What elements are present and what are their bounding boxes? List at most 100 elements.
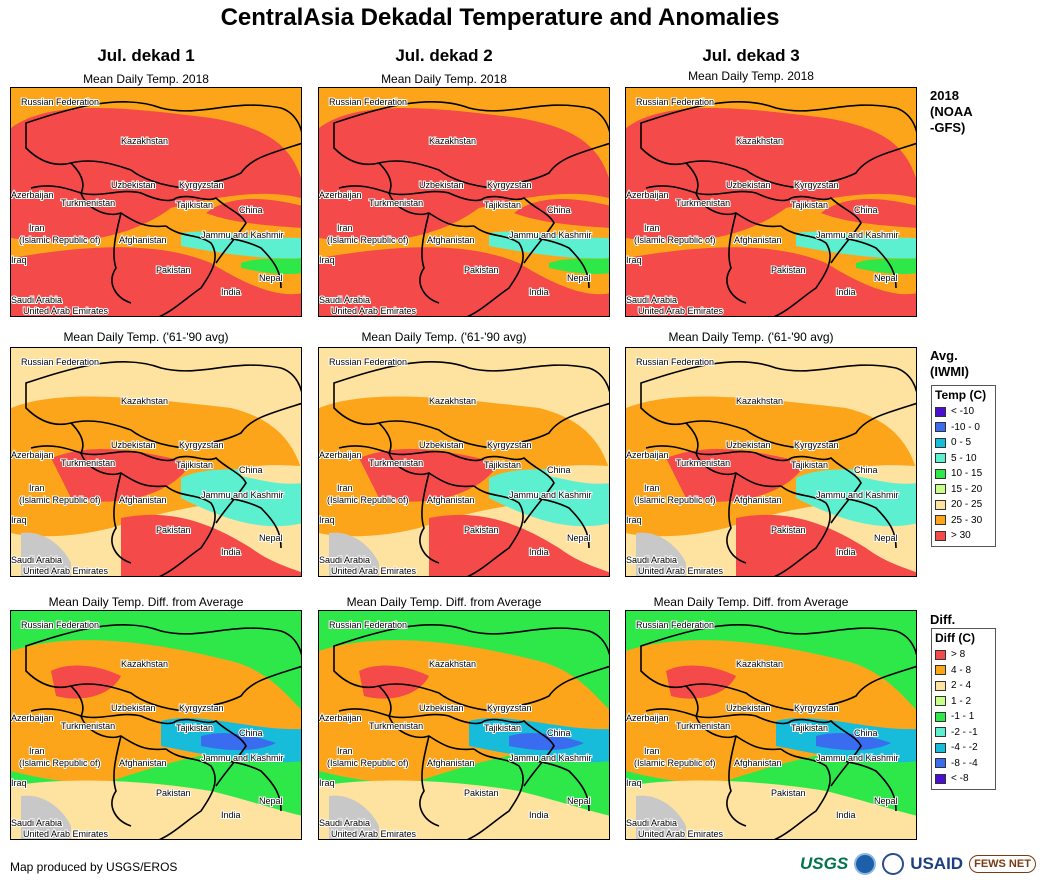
- country-label: Afghanistan: [734, 758, 782, 768]
- country-border: [419, 735, 440, 827]
- country-label: Azerbaijan: [626, 190, 669, 200]
- map-color-zone: [816, 733, 891, 751]
- country-label: Kyrgyzstan: [487, 180, 532, 190]
- country-label: India: [221, 547, 241, 557]
- difference-legend: Diff (C) > 8 4 - 8 2 - 4 1 - 2 -1 - 1 -2 - -1…: [931, 628, 996, 790]
- country-label: (Islamic Republic of): [19, 495, 101, 505]
- map-color-zone: [201, 733, 276, 751]
- country-label: India: [221, 287, 241, 297]
- legend-label: > 8: [951, 649, 966, 661]
- legend-label: 25 - 30: [951, 514, 983, 526]
- country-label: India: [836, 547, 856, 557]
- map-color-zone: [509, 733, 584, 751]
- country-label: Iran: [29, 746, 45, 756]
- map-subtitle: Mean Daily Temp. 2018: [83, 72, 209, 86]
- country-label: Jammu and Kashmir: [509, 753, 592, 763]
- map-color-zone: [51, 665, 121, 699]
- country-label: Turkmenistan: [369, 721, 423, 731]
- country-border: [640, 101, 916, 189]
- legend-item: < -8: [935, 771, 992, 787]
- legend-swatch: [935, 649, 946, 660]
- agency-seal-icon: [882, 853, 905, 875]
- legend-item: 2 - 4: [935, 678, 992, 694]
- map-color-zone: [329, 532, 379, 576]
- country-label: Tajikistan: [484, 460, 521, 470]
- country-border: [513, 232, 590, 289]
- country-label: Uzbekistan: [726, 440, 771, 450]
- country-label: Jammu and Kashmir: [509, 490, 592, 500]
- country-label: Uzbekistan: [111, 440, 156, 450]
- country-label: Pakistan: [156, 525, 191, 535]
- legend-label: < -10: [951, 406, 975, 418]
- country-label: Turkmenistan: [369, 198, 423, 208]
- country-label: Kazakhstan: [121, 136, 168, 146]
- country-border: [645, 185, 782, 228]
- country-label: Jammu and Kashmir: [201, 230, 284, 240]
- country-border: [30, 708, 167, 751]
- country-label: Tajikistan: [176, 460, 213, 470]
- country-border: [158, 748, 216, 839]
- country-label: Kazakhstan: [121, 396, 168, 406]
- country-label: Azerbaijan: [319, 713, 362, 723]
- country-label: Azerbaijan: [11, 450, 54, 460]
- country-label: Tajikistan: [791, 200, 828, 210]
- country-label: Tajikistan: [176, 200, 213, 210]
- map-color-zone: [626, 780, 916, 839]
- map-difference-dekad-2: Russian Federation Kazakhstan Uzbekistan Ky…: [318, 610, 610, 840]
- map-color-zone: [489, 231, 609, 259]
- country-label: Saudi Arabia: [11, 555, 62, 565]
- country-border: [685, 685, 792, 725]
- country-border: [645, 445, 782, 488]
- map-color-zone: [549, 258, 609, 275]
- country-label: Iraq: [319, 778, 335, 788]
- row-label-average: Avg. (IWMI): [930, 348, 969, 379]
- map-color-zone: [21, 795, 71, 839]
- country-label: Saudi Arabia: [319, 295, 370, 305]
- country-label: Afghanistan: [427, 235, 475, 245]
- map-color-zone: [626, 108, 916, 242]
- legend-label: 2 - 4: [951, 680, 972, 692]
- country-label: India: [836, 810, 856, 820]
- country-label: China: [854, 465, 878, 475]
- country-label: Pakistan: [464, 788, 499, 798]
- country-label: Turkmenistan: [676, 721, 730, 731]
- country-label: Kyrgyzstan: [794, 703, 839, 713]
- country-label: Pakistan: [771, 788, 806, 798]
- country-label: Tajikistan: [176, 723, 213, 733]
- legend-item: -2 - -1: [935, 725, 992, 741]
- country-label: Iran: [644, 746, 660, 756]
- country-border: [466, 748, 524, 839]
- legend-item: 15 - 20: [935, 482, 992, 498]
- country-label: Iran: [644, 483, 660, 493]
- legend-swatch: [935, 665, 946, 676]
- country-label: (Islamic Republic of): [634, 758, 716, 768]
- country-label: Russian Federation: [636, 357, 714, 367]
- country-border: [30, 445, 167, 488]
- legend-title: Diff (C): [935, 631, 975, 645]
- country-border: [333, 624, 609, 712]
- country-label: Kyrgyzstan: [794, 440, 839, 450]
- country-border: [333, 101, 609, 189]
- country-border: [419, 472, 440, 564]
- country-label: Saudi Arabia: [626, 818, 677, 828]
- map-color-zone: [21, 532, 71, 576]
- legend-swatch: [935, 453, 946, 464]
- country-label: Russian Federation: [636, 620, 714, 630]
- map-color-zone: [329, 795, 379, 839]
- country-label: Nepal: [259, 796, 283, 806]
- legend-item: > 30: [935, 528, 992, 544]
- legend-label: -10 - 0: [951, 421, 980, 433]
- map-color-zone: [856, 258, 916, 275]
- country-label: India: [836, 287, 856, 297]
- country-label: Russian Federation: [329, 97, 407, 107]
- country-label: Jammu and Kashmir: [201, 753, 284, 763]
- map-color-zone: [319, 780, 609, 839]
- map-color-zone: [856, 465, 916, 484]
- map-canvas: Russian Federation Kazakhstan Uzbekistan Ky…: [11, 611, 301, 839]
- map-subtitle: Mean Daily Temp. ('61-'90 avg): [668, 330, 834, 344]
- map-color-zone: [241, 258, 301, 275]
- country-border: [513, 755, 590, 812]
- country-label: Tajikistan: [484, 200, 521, 210]
- legend-item: -4 - -2: [935, 740, 992, 756]
- legend-label: 4 - 8: [951, 664, 972, 676]
